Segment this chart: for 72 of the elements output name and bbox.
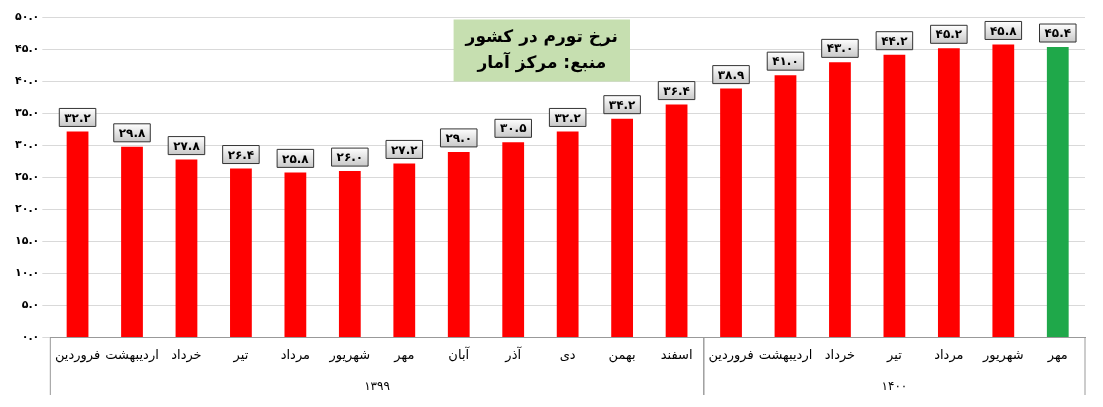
data-label: ۲۶.۰ <box>336 150 364 165</box>
bar <box>992 44 1015 337</box>
text: ۱۳۹۹ <box>364 379 390 394</box>
bar <box>720 88 742 337</box>
data-label: ۳۸.۹ <box>717 67 745 82</box>
x-tick-label: مرداد <box>280 346 311 363</box>
bar <box>175 159 198 337</box>
bar <box>774 75 797 337</box>
data-label: ۳۲.۲ <box>554 110 582 125</box>
data-label: ۳۲.۲ <box>64 110 92 125</box>
data-label: ۲۹.۸ <box>118 125 146 140</box>
bar <box>447 151 470 337</box>
bar <box>121 146 143 337</box>
text: نرخ تورم در کشور <box>464 26 618 48</box>
y-tick-label: ۴۵.۰ <box>14 42 40 56</box>
x-tick-label: فروردین <box>708 346 754 363</box>
y-tick-label: ۰.۰ <box>21 330 40 344</box>
bar <box>556 131 579 337</box>
x-tick-label: دی <box>559 346 576 362</box>
data-label: ۲۹.۰ <box>445 131 473 146</box>
y-tick-label: ۱۰.۰ <box>14 266 40 280</box>
data-label: ۴۴.۲ <box>881 33 909 48</box>
x-tick-label: اردیبهشت <box>758 346 813 363</box>
data-label: ۲۵.۸ <box>282 151 310 166</box>
y-tick-label: ۲۰.۰ <box>14 202 40 216</box>
x-tick-label: آبان <box>448 345 471 362</box>
y-tick-label: ۴۰.۰ <box>14 74 40 88</box>
x-tick-label: فروردین <box>54 346 101 363</box>
x-tick-label: مهر <box>393 346 415 363</box>
data-label: ۴۵.۸ <box>990 23 1018 38</box>
x-tick-label: مهر <box>1046 346 1068 363</box>
x-tick-label: شهریور <box>328 346 371 363</box>
bar <box>883 54 906 337</box>
bar <box>393 163 416 337</box>
bar <box>1046 47 1069 337</box>
x-tick-label: اردیبهشت <box>105 346 159 363</box>
text: ۱۴۰۰ <box>881 379 908 394</box>
bar <box>502 142 525 337</box>
data-label: ۴۳.۰ <box>826 41 854 56</box>
data-label: ۳۴.۲ <box>608 97 637 112</box>
bar <box>284 172 307 337</box>
y-tick-label: ۳۵.۰ <box>14 106 40 120</box>
bar <box>338 171 361 337</box>
data-label: ۴۵.۲ <box>935 27 963 42</box>
x-tick-label: بهمن <box>608 346 636 363</box>
x-tick-label: تیر <box>886 346 903 363</box>
x-tick-label: خرداد <box>824 346 856 363</box>
bar <box>611 118 634 337</box>
bar <box>230 168 252 337</box>
x-tick-label: خرداد <box>171 346 202 363</box>
y-tick-label: ۵.۰ <box>21 298 40 312</box>
x-tick-label: اسفند <box>660 346 693 362</box>
bar <box>665 104 688 337</box>
bar <box>66 131 89 337</box>
bar <box>937 48 960 337</box>
data-label: ۲۷.۸ <box>173 138 201 153</box>
x-tick-label: تیر <box>232 346 249 363</box>
y-tick-label: ۲۵.۰ <box>14 170 40 184</box>
data-label: ۲۶.۴ <box>227 147 255 162</box>
text: منبع: مرکز آمار <box>476 51 607 74</box>
data-label: ۴۱.۰ <box>772 54 799 69</box>
x-tick-label: آذر <box>504 345 523 363</box>
data-label: ۳۶.۴ <box>663 83 690 98</box>
y-tick-label: ۵۰.۰ <box>14 10 40 24</box>
x-tick-label: مرداد <box>934 346 964 363</box>
data-label: ۴۵.۴ <box>1044 26 1072 41</box>
x-tick-label: شهریور <box>981 346 1024 363</box>
bar <box>829 62 851 337</box>
data-label: ۲۷.۲ <box>391 142 419 157</box>
data-label: ۳۰.۵ <box>499 121 527 136</box>
y-tick-label: ۱۵.۰ <box>14 234 40 248</box>
y-tick-label: ۳۰.۰ <box>14 138 40 152</box>
